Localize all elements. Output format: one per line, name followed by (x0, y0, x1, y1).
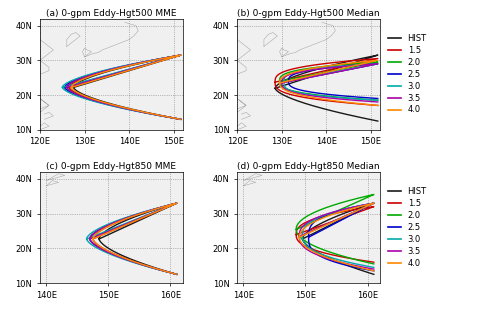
Title: (b) 0-gpm Eddy-Hgt500 Median: (b) 0-gpm Eddy-Hgt500 Median (238, 9, 380, 18)
Title: (a) 0-gpm Eddy-Hgt500 MME: (a) 0-gpm Eddy-Hgt500 MME (46, 9, 176, 18)
Title: (d) 0-gpm Eddy-Hgt850 Median: (d) 0-gpm Eddy-Hgt850 Median (238, 162, 380, 171)
Legend: HIST, 1.5, 2.0, 2.5, 3.0, 3.5, 4.0: HIST, 1.5, 2.0, 2.5, 3.0, 3.5, 4.0 (388, 187, 426, 268)
Title: (c) 0-gpm Eddy-Hgt850 MME: (c) 0-gpm Eddy-Hgt850 MME (46, 162, 176, 171)
Legend: HIST, 1.5, 2.0, 2.5, 3.0, 3.5, 4.0: HIST, 1.5, 2.0, 2.5, 3.0, 3.5, 4.0 (388, 34, 426, 114)
